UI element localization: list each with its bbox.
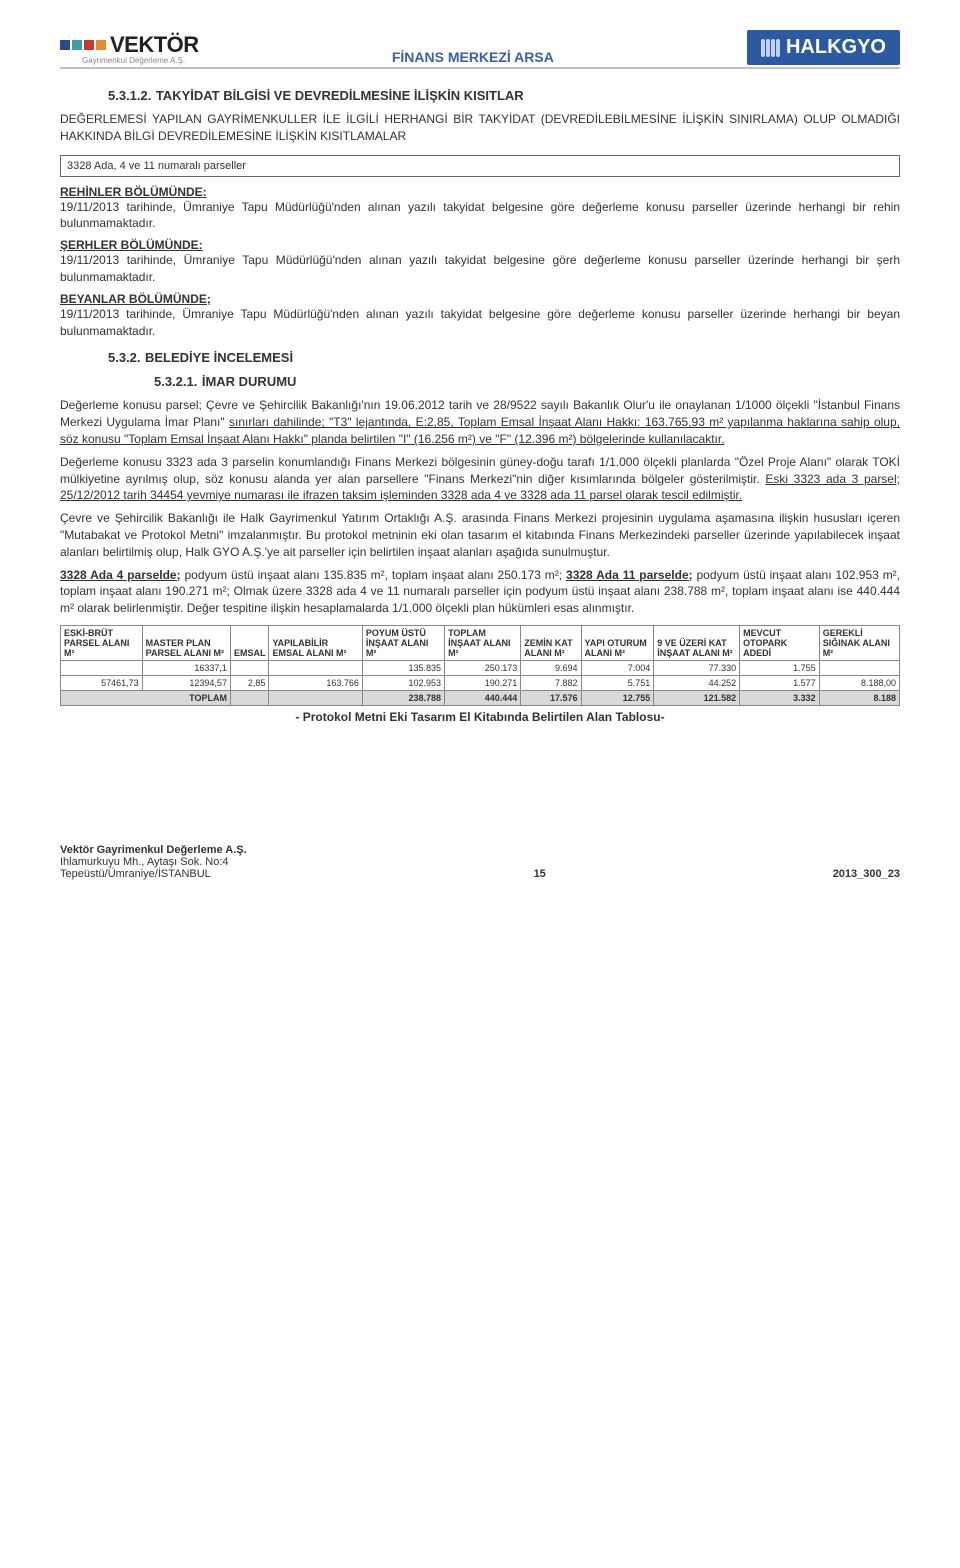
table-cell: 16337,1 [142,660,230,675]
area-table: ESKİ-BRÜT PARSEL ALANI M²MASTER PLAN PAR… [60,625,900,706]
table-row: 16337,1 135.835250.1739.6947.00477.3301.7… [61,660,900,675]
table-col-header: 9 VE ÜZERİ KAT İNŞAAT ALANI M² [654,625,740,660]
table-cell: 44.252 [654,675,740,690]
paragraph-2: Değerleme konusu 3323 ada 3 parselin kon… [60,454,900,504]
vektor-logo: VEKTÖR [60,32,199,58]
paragraph-4: 3328 Ada 4 parselde; podyum üstü inşaat … [60,567,900,617]
table-cell [61,660,143,675]
table-cell: 1.755 [740,660,820,675]
table-cell: 250.173 [445,660,521,675]
table-body: 16337,1 135.835250.1739.6947.00477.3301.7… [61,660,900,705]
halkgyo-text: HALKGYO [786,36,886,59]
serhler-head: ŞERHLER BÖLÜMÜNDE: [60,238,900,252]
square-icon [96,40,106,50]
table-cell: 12394,57 [142,675,230,690]
doc-ref: 2013_300_23 [833,868,900,880]
table-col-header: EMSAL [230,625,269,660]
table-total-cell [269,690,362,705]
table-cell: 190.271 [445,675,521,690]
table-total-cell: 440.444 [445,690,521,705]
footer-left: Vektör Gayrimenkul Değerleme A.Ş. Ihlamu… [60,844,247,880]
lead-paragraph: DEĞERLEMESİ YAPILAN GAYRİMENKULLER İLE İ… [60,111,900,145]
section-5-3-2: 5.3.2. BELEDİYE İNCELEMESİ [60,349,900,367]
table-cell: 7.882 [521,675,581,690]
table-col-header: ZEMİN KAT ALANI M² [521,625,581,660]
section-heading: 5.3.1.2. TAKYİDAT BİLGİSİ VE DEVREDİLMES… [60,87,900,105]
table-cell: 2,85 [230,675,269,690]
table-total-row: TOPLAM 238.788440.44417.57612.755121.5823… [61,690,900,705]
table-total-cell [230,690,269,705]
section-5-3-2-1: 5.3.2.1. İMAR DURUMU [60,373,900,391]
square-icon [72,40,82,50]
table-cell: 1.577 [740,675,820,690]
page-footer: Vektör Gayrimenkul Değerleme A.Ş. Ihlamu… [60,844,900,880]
table-head: ESKİ-BRÜT PARSEL ALANI M²MASTER PLAN PAR… [61,625,900,660]
page-header: VEKTÖR Gayrimenkul Değerleme A.Ş. FİNANS… [60,30,900,69]
table-cell: 5.751 [581,675,654,690]
table-total-cell: 8.188 [819,690,899,705]
beyanlar-head: BEYANLAR BÖLÜMÜNDE; [60,292,900,306]
square-icon [60,40,70,50]
rehinler-text: 19/11/2013 tarihinde, Ümraniye Tapu Müdü… [60,199,900,233]
table-total-cell: 17.576 [521,690,581,705]
halkgyo-logo: HALKGYO [747,30,900,65]
table-col-header: GEREKLİ SIĞINAK ALANI M² [819,625,899,660]
section-number: 5.3.2. [108,350,141,365]
paragraph-3: Çevre ve Şehircilik Bakanlığı ile Halk G… [60,510,900,560]
table-cell [269,660,362,675]
table-cell [230,660,269,675]
subsection-title: İMAR DURUMU [202,374,297,389]
paragraph-1: Değerleme konusu parsel; Çevre ve Şehirc… [60,397,900,447]
table-row: 57461,7312394,572,85163.766102.953190.27… [61,675,900,690]
table-col-header: YAPI OTURUM ALANI M² [581,625,654,660]
footer-company: Vektör Gayrimenkul Değerleme A.Ş. [60,844,247,856]
footer-address-2: Tepeüstü/Ümraniye/İSTANBUL [60,868,247,880]
table-total-label: TOPLAM [61,690,231,705]
section-title: TAKYİDAT BİLGİSİ VE DEVREDİLMESİNE İLİŞK… [156,88,524,103]
square-icon [84,40,94,50]
table-cell: 102.953 [362,675,444,690]
table-col-header: MEVCUT OTOPARK ADEDİ [740,625,820,660]
table-header-row: ESKİ-BRÜT PARSEL ALANI M²MASTER PLAN PAR… [61,625,900,660]
beyanlar-text: 19/11/2013 tarihinde, Ümraniye Tapu Müdü… [60,306,900,340]
table-col-header: MASTER PLAN PARSEL ALANI M² [142,625,230,660]
section-title: BELEDİYE İNCELEMESİ [145,350,293,365]
table-caption: - Protokol Metni Eki Tasarım El Kitabınd… [60,710,900,724]
document-title: FİNANS MERKEZİ ARSA [392,49,554,65]
serhler-text: 19/11/2013 tarihinde, Ümraniye Tapu Müdü… [60,252,900,286]
parcels-box: 3328 Ada, 4 ve 11 numaralı parseller [60,155,900,177]
table-cell [819,660,899,675]
table-cell: 8.188,00 [819,675,899,690]
rehinler-head: REHİNLER BÖLÜMÜNDE: [60,185,900,199]
subsection-number: 5.3.2.1. [154,374,197,389]
table-col-header: POYUM ÜSTÜ İNŞAAT ALANI M² [362,625,444,660]
table-cell: 57461,73 [61,675,143,690]
footer-address-1: Ihlamurkuyu Mh., Aytaşı Sok. No:4 [60,856,247,868]
page-number: 15 [534,868,546,880]
halkgyo-bars-icon [761,39,780,57]
table-col-header: TOPLAM İNŞAAT ALANI M² [445,625,521,660]
brand-subtitle: Gayrimenkul Değerleme A.Ş. [82,56,199,65]
table-total-cell: 238.788 [362,690,444,705]
brand-name: VEKTÖR [110,32,199,58]
page: VEKTÖR Gayrimenkul Değerleme A.Ş. FİNANS… [0,0,960,900]
table-cell: 163.766 [269,675,362,690]
table-col-header: ESKİ-BRÜT PARSEL ALANI M² [61,625,143,660]
section-number: 5.3.1.2. [108,88,151,103]
table-total-cell: 3.332 [740,690,820,705]
table-cell: 9.694 [521,660,581,675]
table-cell: 77.330 [654,660,740,675]
table-cell: 7.004 [581,660,654,675]
table-total-cell: 121.582 [654,690,740,705]
logo-left-block: VEKTÖR Gayrimenkul Değerleme A.Ş. [60,32,199,65]
logo-squares-icon [60,40,106,50]
table-cell: 135.835 [362,660,444,675]
table-col-header: YAPILABİLİR EMSAL ALANI M² [269,625,362,660]
table-total-cell: 12.755 [581,690,654,705]
